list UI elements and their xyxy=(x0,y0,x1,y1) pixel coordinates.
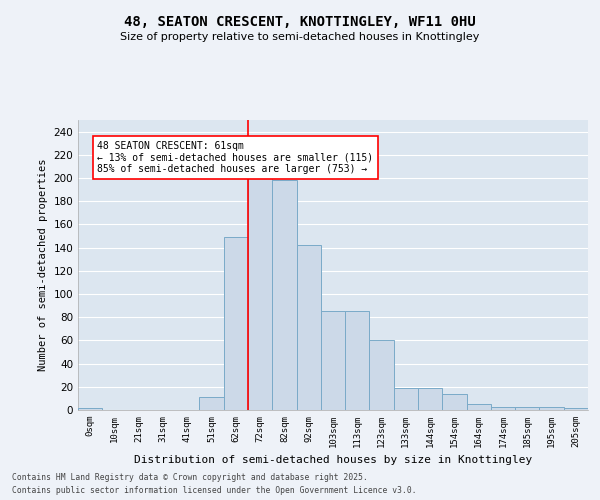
Bar xyxy=(224,237,248,410)
Bar xyxy=(345,312,370,410)
X-axis label: Distribution of semi-detached houses by size in Knottingley: Distribution of semi-detached houses by … xyxy=(134,456,532,466)
Bar xyxy=(515,406,539,410)
Bar xyxy=(418,388,442,410)
Bar xyxy=(467,404,491,410)
Bar xyxy=(199,397,224,410)
Y-axis label: Number of semi-detached properties: Number of semi-detached properties xyxy=(38,159,48,371)
Text: Size of property relative to semi-detached houses in Knottingley: Size of property relative to semi-detach… xyxy=(121,32,479,42)
Bar xyxy=(394,388,418,410)
Bar xyxy=(491,406,515,410)
Bar xyxy=(248,176,272,410)
Bar xyxy=(272,180,296,410)
Bar xyxy=(321,312,345,410)
Bar xyxy=(296,246,321,410)
Text: Contains HM Land Registry data © Crown copyright and database right 2025.: Contains HM Land Registry data © Crown c… xyxy=(12,474,368,482)
Text: Contains public sector information licensed under the Open Government Licence v3: Contains public sector information licen… xyxy=(12,486,416,495)
Bar xyxy=(539,406,564,410)
Text: 48 SEATON CRESCENT: 61sqm
← 13% of semi-detached houses are smaller (115)
85% of: 48 SEATON CRESCENT: 61sqm ← 13% of semi-… xyxy=(97,141,374,174)
Bar xyxy=(370,340,394,410)
Bar xyxy=(442,394,467,410)
Bar xyxy=(78,408,102,410)
Text: 48, SEATON CRESCENT, KNOTTINGLEY, WF11 0HU: 48, SEATON CRESCENT, KNOTTINGLEY, WF11 0… xyxy=(124,15,476,29)
Bar xyxy=(564,408,588,410)
